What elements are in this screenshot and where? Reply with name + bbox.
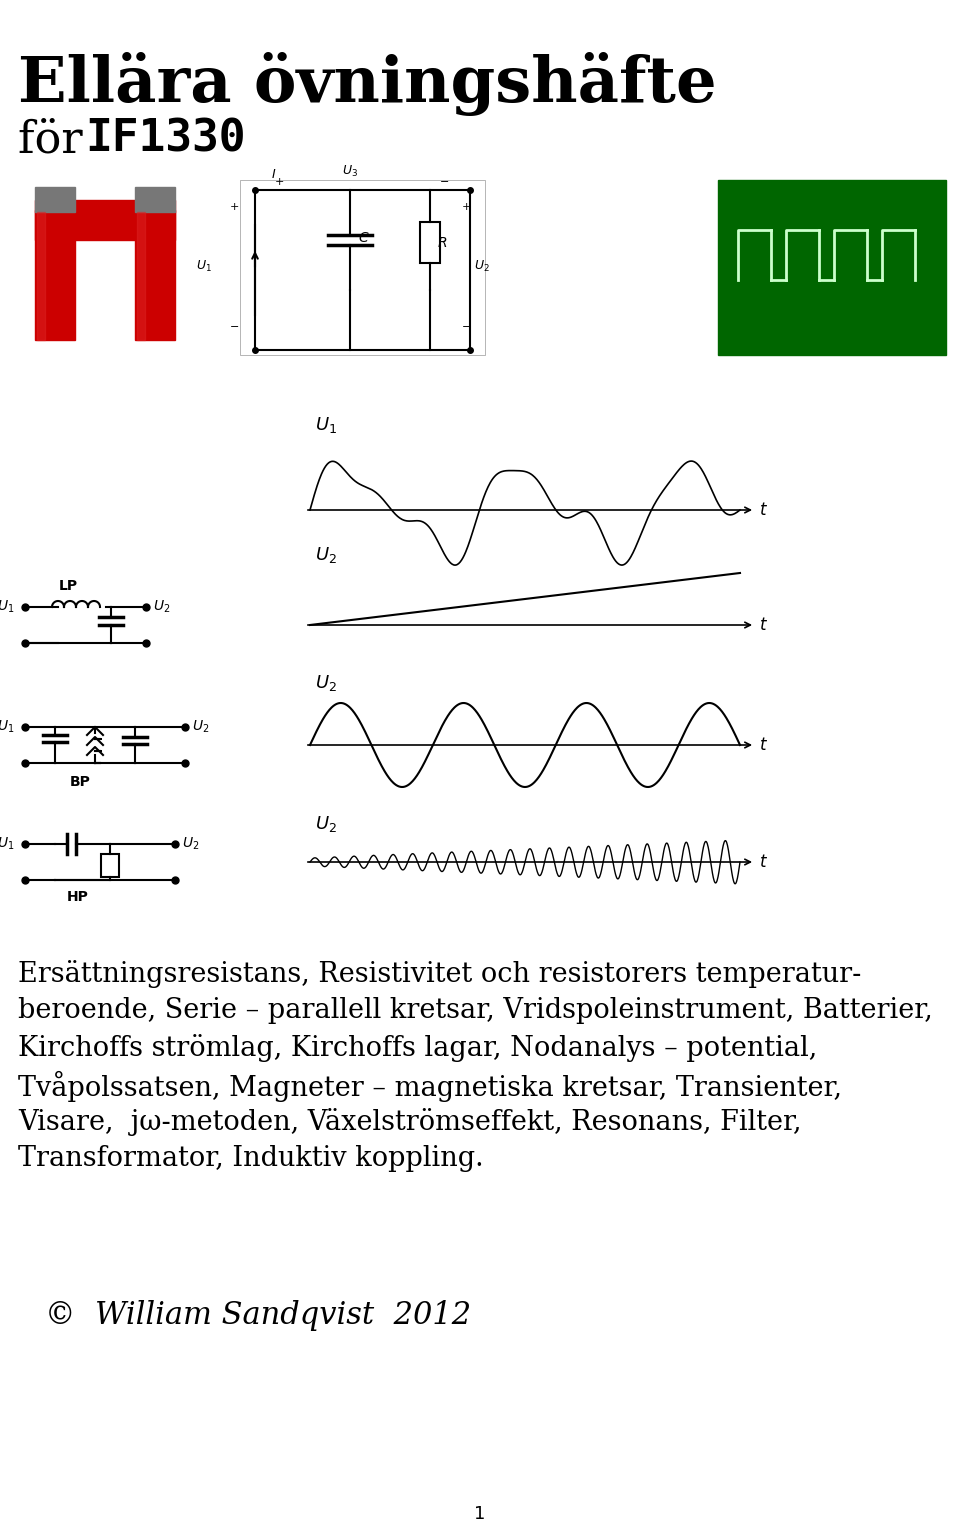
Text: beroende, Serie – parallell kretsar, Vridspoleinstrument, Batterier,: beroende, Serie – parallell kretsar, Vri… <box>18 997 933 1023</box>
Text: C: C <box>358 230 368 246</box>
Text: IF1330: IF1330 <box>85 117 246 162</box>
Text: BP: BP <box>69 775 90 788</box>
Text: +: + <box>275 177 284 188</box>
Text: Ellära övningshäfte: Ellära övningshäfte <box>18 52 716 116</box>
Text: $U_1$: $U_1$ <box>0 718 14 735</box>
Text: 1: 1 <box>474 1505 486 1523</box>
Text: $U_2$: $U_2$ <box>315 544 337 564</box>
Bar <box>240 180 485 355</box>
Bar <box>35 188 75 212</box>
Text: HP: HP <box>67 891 89 904</box>
Text: t: t <box>760 737 766 753</box>
Bar <box>718 180 946 355</box>
Bar <box>137 212 145 340</box>
Text: för: för <box>18 117 97 162</box>
Text: $U_1$: $U_1$ <box>196 259 212 274</box>
Text: R: R <box>438 236 447 250</box>
Text: $U_2$: $U_2$ <box>182 836 200 852</box>
Bar <box>135 188 175 212</box>
Bar <box>35 210 75 340</box>
Text: $U_2$: $U_2$ <box>315 814 337 834</box>
Text: $U_1$: $U_1$ <box>0 836 14 852</box>
Text: t: t <box>760 616 766 634</box>
Text: $U_3$: $U_3$ <box>342 165 358 178</box>
Bar <box>35 200 175 239</box>
Text: Tvåpolssatsen, Magneter – magnetiska kretsar, Transienter,: Tvåpolssatsen, Magneter – magnetiska kre… <box>18 1071 842 1103</box>
Text: +: + <box>230 201 239 212</box>
Text: ©  William Sandqvist  2012: © William Sandqvist 2012 <box>45 1299 471 1331</box>
Bar <box>37 212 45 340</box>
Bar <box>101 854 119 877</box>
Text: +: + <box>462 201 471 212</box>
Text: −: − <box>462 322 471 332</box>
Text: $U_2$: $U_2$ <box>474 259 490 274</box>
Text: $U_2$: $U_2$ <box>153 599 170 615</box>
Text: $U_2$: $U_2$ <box>315 673 337 692</box>
Text: I: I <box>272 168 276 181</box>
Text: LP: LP <box>59 580 78 593</box>
Text: $U_1$: $U_1$ <box>0 599 14 615</box>
Text: $U_1$: $U_1$ <box>315 415 337 435</box>
Bar <box>135 210 175 340</box>
Text: $U_2$: $U_2$ <box>192 718 209 735</box>
Text: Kirchoffs strömlag, Kirchoffs lagar, Nodanalys – potential,: Kirchoffs strömlag, Kirchoffs lagar, Nod… <box>18 1034 817 1061</box>
Text: Visare,  jω-metoden, Växelströmseffekt, Resonans, Filter,: Visare, jω-metoden, Växelströmseffekt, R… <box>18 1109 802 1136</box>
Text: −: − <box>230 322 239 332</box>
Text: −: − <box>440 177 449 188</box>
Bar <box>420 223 440 262</box>
Text: Transformator, Induktiv koppling.: Transformator, Induktiv koppling. <box>18 1145 484 1173</box>
Text: Ersättningsresistans, Resistivitet och resistorers temperatur-: Ersättningsresistans, Resistivitet och r… <box>18 961 861 988</box>
Text: t: t <box>760 852 766 871</box>
Text: t: t <box>760 502 766 518</box>
